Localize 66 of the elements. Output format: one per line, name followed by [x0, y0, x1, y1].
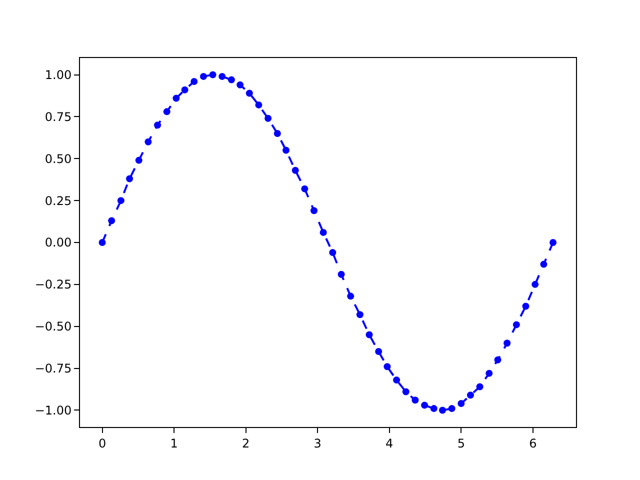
point: [172, 94, 180, 102]
point: [522, 302, 530, 310]
point: [200, 72, 207, 80]
point: [310, 207, 318, 214]
point: [338, 270, 345, 278]
y-tick-label: 0.00: [44, 236, 72, 250]
point: [181, 86, 188, 94]
y-tick-label: −1.00: [34, 403, 72, 418]
point: [301, 185, 308, 192]
y-tick-label: −0.50: [34, 320, 72, 334]
x-tick-label: 6: [529, 436, 537, 450]
point: [375, 348, 382, 356]
point: [550, 239, 557, 246]
point: [458, 400, 465, 408]
point: [356, 311, 364, 318]
point: [448, 405, 456, 412]
point: [108, 217, 116, 224]
y-tick-label: 0.25: [44, 194, 72, 208]
point: [504, 340, 511, 347]
point: [282, 146, 290, 154]
point: [144, 138, 152, 146]
point: [163, 108, 170, 116]
point: [347, 292, 354, 300]
point: [228, 76, 235, 84]
point: [190, 78, 198, 85]
point: [135, 156, 142, 164]
point: [292, 166, 299, 174]
point: [438, 406, 446, 414]
point: [384, 363, 391, 370]
x-tick-label: 1: [170, 436, 178, 450]
x-tick-label: 2: [242, 436, 250, 450]
y-tick-label: 1.00: [44, 68, 72, 82]
point: [264, 114, 272, 122]
point: [393, 376, 400, 384]
y-tick-label: −0.25: [34, 278, 72, 292]
point: [98, 239, 106, 246]
point: [209, 71, 216, 78]
point: [476, 383, 484, 390]
point: [117, 197, 124, 204]
point: [366, 331, 373, 338]
point: [421, 402, 428, 409]
x-tick-label: 0: [98, 436, 106, 450]
point: [494, 356, 502, 364]
point: [412, 396, 419, 404]
x-tick-label: 4: [386, 436, 394, 450]
x-tick-label: 5: [457, 436, 465, 450]
point: [532, 280, 539, 288]
point: [402, 388, 410, 396]
point: [246, 90, 253, 97]
point: [329, 249, 336, 256]
x-tick-label: 3: [314, 436, 322, 450]
point: [274, 130, 281, 137]
point: [540, 260, 548, 268]
y-tick-label: 0.75: [44, 110, 72, 124]
point: [126, 175, 134, 182]
point: [218, 72, 226, 80]
y-tick-label: 0.50: [44, 152, 72, 166]
point: [236, 81, 244, 88]
point: [154, 122, 162, 129]
point: [466, 392, 474, 399]
point: [430, 405, 438, 412]
point: [320, 228, 327, 236]
point: [486, 370, 493, 377]
y-tick-label: −0.75: [34, 362, 72, 376]
point: [512, 321, 520, 328]
point: [255, 101, 262, 108]
